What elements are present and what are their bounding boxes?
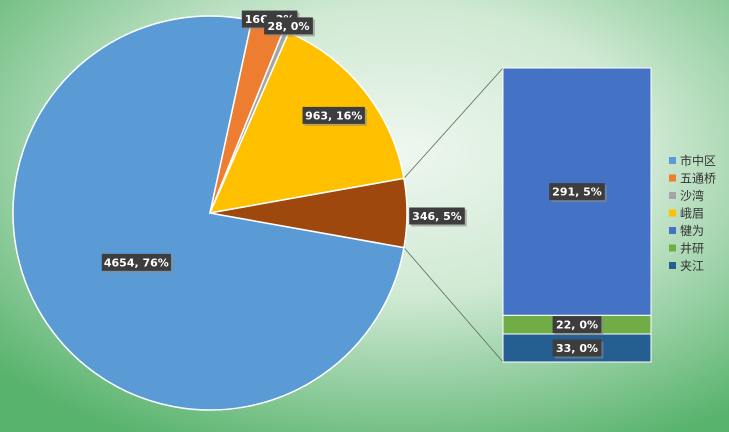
svg-text:22, 0%: 22, 0% xyxy=(556,319,598,332)
legend-label: 夹江 xyxy=(680,259,704,273)
svg-text:963, 16%: 963, 16% xyxy=(305,109,362,122)
legend-label: 峨眉 xyxy=(680,207,704,221)
data-label-e5b882e4b8ade58cba: 4654, 76% xyxy=(101,253,173,273)
legend-swatch xyxy=(669,227,676,234)
data-label-e4ba95e7a094: 22, 0% xyxy=(552,316,604,336)
legend-item-e78a8de4b8ba: 犍为 xyxy=(669,224,704,238)
legend-item-e5b882e4b8ade58cba: 市中区 xyxy=(669,153,716,168)
legend-item-e6b299e6b9be: 沙湾 xyxy=(669,188,704,203)
legend-swatch xyxy=(669,192,676,199)
legend-label: 五通桥 xyxy=(680,172,716,186)
svg-text:4654, 76%: 4654, 76% xyxy=(104,256,169,269)
legend-item-e4ba95e7a094: 井研 xyxy=(669,242,704,256)
legend-swatch xyxy=(669,209,676,217)
data-label-e5a4b9e6b19f: 33, 0% xyxy=(552,339,604,359)
svg-text:346, 5%: 346, 5% xyxy=(412,210,462,223)
data-label-e5b3a8e79c89: 963, 16% xyxy=(302,106,367,126)
legend-label: 井研 xyxy=(680,242,704,256)
svg-text:28, 0%: 28, 0% xyxy=(267,20,309,33)
legend-swatch xyxy=(669,244,676,252)
legend-item-e4ba94e9809ae6a1a5: 五通桥 xyxy=(669,172,716,186)
connector-line-top xyxy=(403,67,504,179)
svg-text:291, 5%: 291, 5% xyxy=(552,186,602,199)
legend-swatch xyxy=(669,262,676,269)
legend-label: 沙湾 xyxy=(680,188,704,203)
data-label-e6b299e6b9be: 28, 0% xyxy=(264,17,315,37)
legend-label: 市中区 xyxy=(680,153,716,168)
legend-item-e5b3a8e79c89: 峨眉 xyxy=(669,207,704,221)
connector-line-bottom xyxy=(403,247,504,363)
pie-slice-e5b882e4b8ade58cba xyxy=(12,15,405,411)
legend-item-e5a4b9e6b19f: 夹江 xyxy=(669,259,704,273)
legend-swatch xyxy=(669,157,676,164)
data-label-e78a8de4b8ba: 291, 5% xyxy=(549,183,607,203)
legend-label: 犍为 xyxy=(680,224,704,238)
svg-text:33, 0%: 33, 0% xyxy=(556,342,598,355)
pie-slice-other xyxy=(209,177,408,249)
legend-swatch xyxy=(669,174,676,182)
data-label-other: 346, 5% xyxy=(409,207,467,227)
